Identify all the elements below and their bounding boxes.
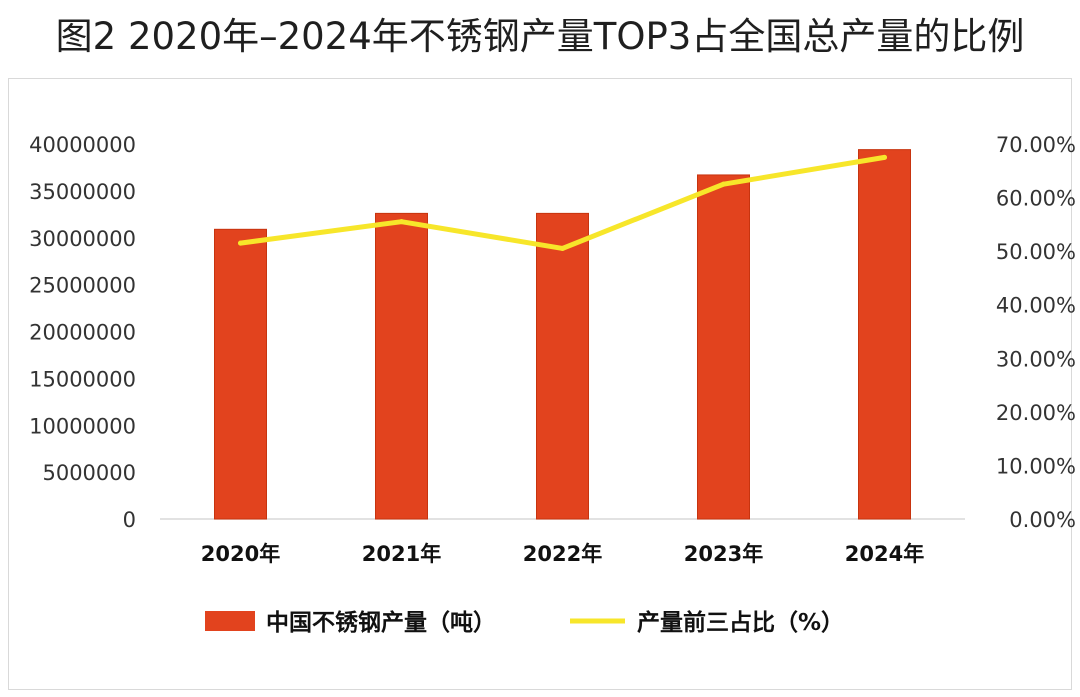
bar bbox=[858, 149, 911, 520]
left-tick-label: 25000000 bbox=[29, 274, 136, 298]
left-tick-label: 40000000 bbox=[29, 133, 136, 157]
right-tick-label: 50.00% bbox=[996, 240, 1076, 264]
legend-line-label: 产量前三占比（%） bbox=[637, 609, 844, 636]
left-tick-label: 0 bbox=[123, 508, 136, 532]
line-series bbox=[238, 154, 887, 251]
right-tick-label: 60.00% bbox=[996, 187, 1076, 211]
bar bbox=[536, 212, 589, 520]
right-tick-label: 10.00% bbox=[996, 454, 1076, 478]
bar bbox=[375, 212, 428, 520]
x-tick-label: 2024年 bbox=[845, 542, 924, 566]
right-tick-label: 40.00% bbox=[996, 294, 1076, 318]
x-tick-label: 2022年 bbox=[523, 542, 602, 566]
x-tick-label: 2023年 bbox=[684, 542, 763, 566]
chart-frame bbox=[8, 78, 1072, 690]
x-tick-label: 2020年 bbox=[201, 542, 280, 566]
x-tick-label: 2021年 bbox=[362, 542, 441, 566]
chart-title: 图2 2020年–2024年不锈钢产量TOP3占全国总产量的比例 bbox=[55, 15, 1025, 58]
left-tick-label: 30000000 bbox=[29, 227, 136, 251]
legend: 中国不锈钢产量（吨） 产量前三占比（%） bbox=[205, 609, 844, 636]
legend-bar-label: 中国不锈钢产量（吨） bbox=[266, 609, 496, 636]
line-point bbox=[238, 240, 243, 246]
bar bbox=[697, 174, 750, 520]
right-axis: 0.00% 10.00% 20.00% 30.00% 40.00% 50.00% 60.00… bbox=[996, 133, 1076, 532]
right-tick-label: 20.00% bbox=[996, 401, 1076, 425]
x-axis: 2020年 2021年 2022年 2023年 2024年 bbox=[201, 542, 924, 566]
bar-series bbox=[214, 149, 911, 520]
left-tick-label: 35000000 bbox=[29, 180, 136, 204]
left-tick-label: 20000000 bbox=[29, 321, 136, 345]
line-point bbox=[399, 219, 404, 225]
right-tick-label: 30.00% bbox=[996, 347, 1076, 371]
left-tick-label: 10000000 bbox=[29, 414, 136, 438]
legend-bar-swatch bbox=[205, 611, 255, 631]
left-axis: 0 5000000 10000000 15000000 20000000 25000000… bbox=[29, 133, 136, 532]
bar bbox=[214, 228, 267, 520]
line-point bbox=[721, 181, 726, 187]
line-point bbox=[560, 245, 565, 251]
left-tick-label: 5000000 bbox=[42, 461, 136, 485]
right-tick-label: 70.00% bbox=[996, 133, 1076, 157]
line-point bbox=[882, 154, 887, 160]
left-tick-label: 15000000 bbox=[29, 367, 136, 391]
right-tick-label: 0.00% bbox=[1009, 508, 1076, 532]
